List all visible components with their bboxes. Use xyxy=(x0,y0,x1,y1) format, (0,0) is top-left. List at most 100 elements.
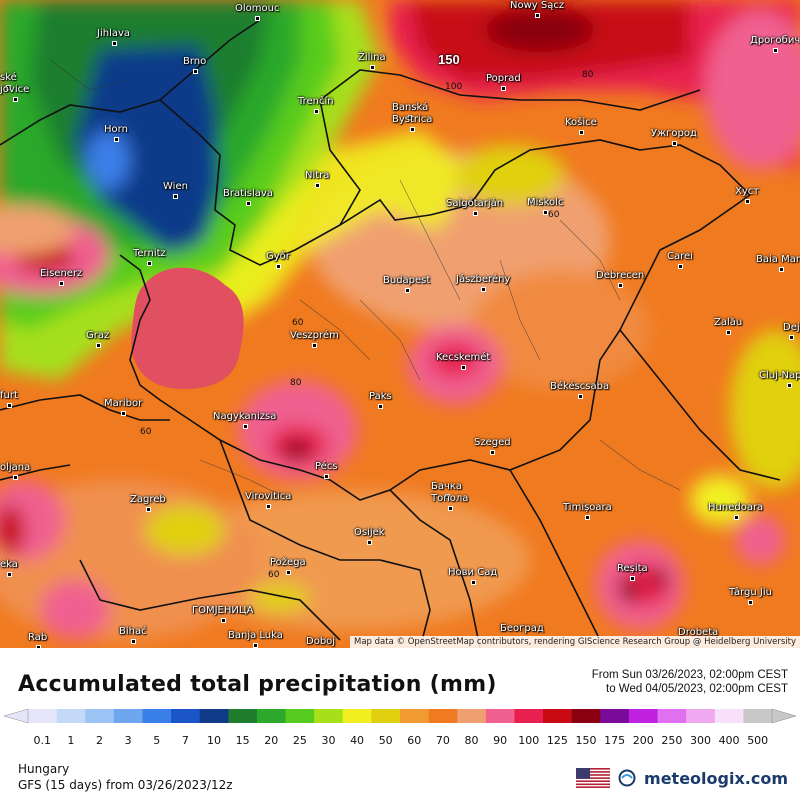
city-label: Ternitz xyxy=(133,248,166,266)
city-label: Târgu Jiu xyxy=(729,587,772,605)
city-label: Poprad xyxy=(486,73,521,91)
city-label: Olomouc xyxy=(235,3,280,21)
scale-tick-label: 7 xyxy=(181,734,189,747)
contour-label: 80 xyxy=(582,70,594,80)
color-swatch xyxy=(457,709,487,723)
city-label: Bihać xyxy=(119,626,147,644)
brand[interactable]: meteologix.com xyxy=(576,768,788,788)
color-swatch xyxy=(56,709,86,723)
city-label: furt xyxy=(0,390,18,408)
city-label: Pécs xyxy=(315,461,338,479)
scale-tick-label: 60 xyxy=(407,734,422,747)
forecast-period: From Sun 03/26/2023, 02:00pm CEST to Wed… xyxy=(592,668,788,696)
city-label: Győr xyxy=(266,251,290,269)
city-label: Rab xyxy=(28,632,48,648)
color-swatch xyxy=(657,709,687,723)
color-swatch xyxy=(28,709,58,723)
city-label: oljana xyxy=(0,462,31,480)
color-swatch xyxy=(314,709,344,723)
city-label: Brno xyxy=(183,56,207,74)
color-swatch xyxy=(743,709,773,723)
scale-tick-label: 125 xyxy=(546,734,568,747)
city-label: Nowy Sącz xyxy=(510,0,565,18)
city-label: Doboj xyxy=(306,636,336,647)
contour-label: 60 xyxy=(548,210,560,220)
city-label: Reșița xyxy=(617,563,648,581)
color-swatch xyxy=(714,709,744,723)
region-label: Hungary xyxy=(18,762,70,776)
city-label: Paks xyxy=(369,391,392,409)
color-swatch xyxy=(171,709,201,723)
color-scale xyxy=(3,708,797,724)
period-from: From Sun 03/26/2023, 02:00pm CEST xyxy=(591,669,788,681)
city-label: Дрогобич xyxy=(750,35,800,53)
scale-tick-label: 10 xyxy=(207,734,221,747)
scale-tick-label: 0.1 xyxy=(33,734,52,747)
city-label: ské xyxy=(0,72,17,90)
city-label: Žilina xyxy=(358,52,386,70)
color-swatch xyxy=(371,709,401,723)
period-to: to Wed 04/05/2023, 02:00pm CEST xyxy=(606,683,788,695)
city-label: Carei xyxy=(667,251,693,269)
scale-tick-label: 90 xyxy=(493,734,508,747)
color-swatch xyxy=(285,709,315,723)
city-label: Wien xyxy=(163,181,188,199)
color-swatch xyxy=(400,709,430,723)
city-label: Нови Сад xyxy=(448,567,498,585)
city-label: Virovitica xyxy=(245,491,292,509)
city-label: Jihlava xyxy=(97,28,131,46)
color-swatch xyxy=(113,709,143,723)
color-swatch xyxy=(85,709,115,723)
scale-tick-label: 50 xyxy=(378,734,393,747)
scale-tick-label: 15 xyxy=(235,734,250,747)
scale-tick-label: 250 xyxy=(661,734,683,747)
color-swatch xyxy=(256,709,287,723)
color-swatch xyxy=(571,709,601,723)
color-swatch xyxy=(600,709,630,723)
city-label: Graz xyxy=(86,330,110,348)
city-label: Košice xyxy=(565,117,597,135)
city-label: Београд xyxy=(500,623,544,641)
city-label: Ужгород xyxy=(651,128,697,146)
color-swatch xyxy=(342,709,372,723)
contour-label: 60 xyxy=(268,570,280,580)
city-label: Hunedoara xyxy=(708,502,764,520)
scale-tick-label: 150 xyxy=(575,734,597,747)
scale-tick-label: 175 xyxy=(604,734,626,747)
city-label: Jászberény xyxy=(456,274,511,292)
precipitation-field xyxy=(0,0,800,648)
color-swatch xyxy=(514,709,544,723)
scale-tick-label: 25 xyxy=(292,734,307,747)
city-label: ГОМЈЕНИЦА xyxy=(192,605,254,623)
city-label: Debrecen xyxy=(596,270,645,288)
city-label: Szeged xyxy=(474,437,511,455)
city-label: Veszprém xyxy=(290,330,339,348)
city-label: Eisenerz xyxy=(40,268,83,286)
color-swatch xyxy=(485,709,515,723)
city-label: Nagykanizsa xyxy=(213,411,277,429)
model-label: GFS (15 days) from 03/26/2023/12z xyxy=(18,778,233,792)
city-label: Békéscsaba xyxy=(550,381,610,399)
city-label: Bratislava xyxy=(223,188,273,206)
city-label: Хуст xyxy=(735,186,760,204)
city-label: Бачка xyxy=(431,481,463,499)
map-attribution[interactable]: Map data © OpenStreetMap contributors, r… xyxy=(350,636,800,648)
city-label: Maribor xyxy=(104,398,143,416)
max-value-label: 150 xyxy=(438,52,460,67)
city-label: Топола xyxy=(431,493,469,511)
city-label: Horn xyxy=(104,124,128,142)
color-swatch xyxy=(686,709,716,723)
globe-icon xyxy=(618,769,636,787)
city-label: Budapest xyxy=(383,275,431,293)
city-label: Požega xyxy=(270,557,306,575)
precipitation-map[interactable]: Olomouc Nowy Sącz Jihlava Дрогобич Žilina Brn… xyxy=(0,0,800,648)
color-swatch xyxy=(628,709,659,723)
scale-tick-label: 500 xyxy=(747,734,769,747)
us-flag-icon[interactable] xyxy=(576,768,611,788)
city-label: Trenčín xyxy=(298,96,334,114)
scale-right-arrow xyxy=(771,708,797,724)
brand-name[interactable]: meteologix.com xyxy=(644,768,788,788)
contour-label: 80 xyxy=(290,378,302,388)
city-label: eka xyxy=(0,559,18,577)
color-swatch xyxy=(428,709,458,723)
